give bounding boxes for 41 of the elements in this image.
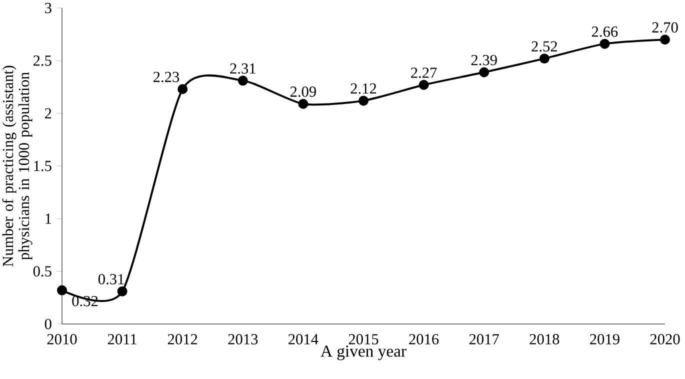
x-tick-label: 2014 (288, 334, 318, 344)
x-tick-label: 2018 (530, 334, 560, 344)
data-label: 2.23 (154, 72, 180, 82)
y-tick-label: 0.5 (33, 266, 52, 277)
y-axis-title: Number of practicing (assistant) physicians in 1000 population (2, 66, 32, 266)
x-tick-label: 2011 (108, 334, 136, 344)
y-tick-label: 1.5 (34, 160, 52, 172)
data-label: 2.39 (471, 54, 497, 66)
point (238, 76, 248, 86)
point (57, 285, 68, 296)
x-tick-label: 2010 (47, 334, 77, 344)
point (479, 67, 490, 78)
y-tick-label: 0 (44, 318, 52, 330)
data-label: 2.09 (290, 86, 316, 97)
point (117, 286, 128, 296)
point (539, 54, 550, 64)
y-tick-label: 3 (45, 2, 52, 14)
data-label: 0.31 (98, 274, 124, 284)
point (298, 98, 308, 109)
point (178, 84, 188, 94)
x-tick-label: 2015 (348, 334, 378, 344)
point (660, 34, 670, 45)
y-tick-label: 2 (44, 108, 52, 118)
x-tick-label: 2012 (168, 334, 198, 344)
data-label: 2.70 (652, 22, 678, 33)
point (358, 96, 369, 106)
data-label: 2.66 (592, 26, 618, 37)
x-tick-label: 2016 (409, 334, 439, 344)
y-tick-label: 2.5 (33, 55, 52, 66)
y-tick-label: 1 (46, 214, 52, 224)
x-tick-label: 2017 (469, 334, 499, 344)
x-tick-label: 2019 (590, 334, 620, 344)
x-axis-title: A given year (320, 346, 406, 360)
point (600, 38, 610, 49)
x-tick-label: 2020 (650, 334, 680, 344)
x-tick-label: 2013 (228, 334, 258, 344)
point (418, 80, 429, 90)
data-label: 2.27 (411, 68, 437, 78)
data-label: 2.31 (230, 63, 256, 74)
data-label: 2.52 (532, 41, 557, 52)
data-label: 2.12 (350, 83, 376, 94)
